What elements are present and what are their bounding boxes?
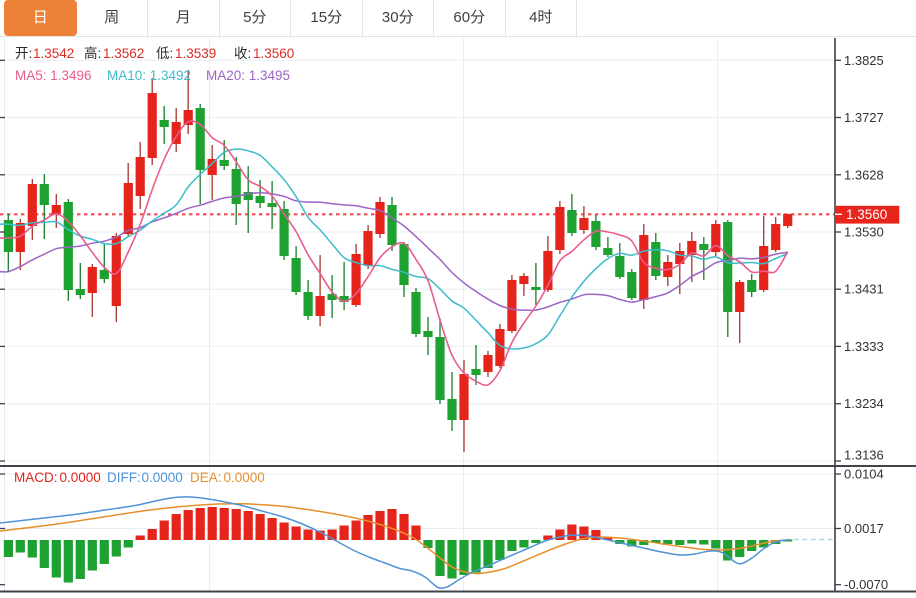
svg-text:0.0104: 0.0104 bbox=[844, 467, 884, 482]
svg-text:1.3628: 1.3628 bbox=[844, 167, 884, 182]
svg-text:-0.0070: -0.0070 bbox=[844, 577, 888, 592]
svg-text:1.3560: 1.3560 bbox=[846, 207, 887, 222]
svg-text:0.0017: 0.0017 bbox=[844, 521, 884, 536]
svg-text:1.3530: 1.3530 bbox=[844, 225, 884, 240]
svg-text:1.3333: 1.3333 bbox=[844, 339, 884, 354]
svg-text:1.3431: 1.3431 bbox=[844, 282, 884, 297]
svg-text:1.3234: 1.3234 bbox=[844, 396, 884, 411]
svg-text:1.3727: 1.3727 bbox=[844, 110, 884, 125]
svg-text:1.3136: 1.3136 bbox=[844, 448, 884, 463]
svg-text:1.3825: 1.3825 bbox=[844, 53, 884, 68]
